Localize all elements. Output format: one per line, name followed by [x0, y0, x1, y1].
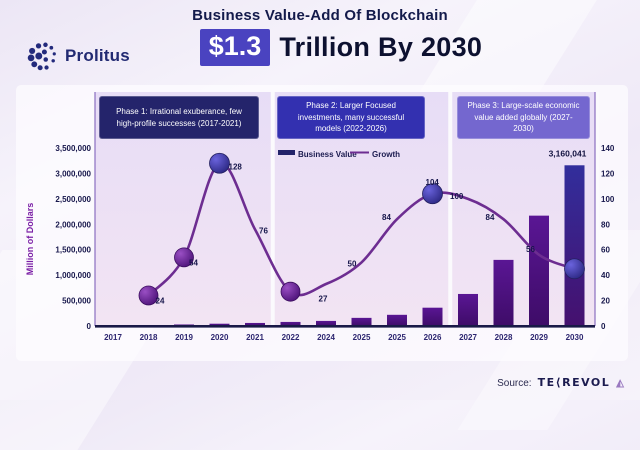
bar-2025 [351, 317, 372, 326]
left-tick: 1,500,000 [55, 246, 91, 255]
growth-point-labels: 24 54 128 76 27 50 84 104 100 84 56 [156, 162, 536, 305]
growth-label-2029: 56 [526, 245, 535, 254]
growth-label-2022: 27 [319, 295, 328, 304]
source-prefix: Source: [497, 378, 532, 389]
legend-label-business-value: Business Value [298, 150, 357, 159]
bar-2021 [245, 322, 265, 326]
left-axis-ticks: 0 500,000 1,000,000 1,500,000 2,000,000 2,500… [55, 144, 91, 331]
source-name: TE⟨REVOL [537, 376, 611, 389]
right-tick: 120 [601, 169, 615, 178]
x-tick-2025b: 2025 [388, 333, 406, 342]
y-axis-title: Million of Dollars [25, 202, 35, 276]
bar-2028 [493, 259, 514, 326]
x-tick-2022: 2022 [282, 333, 300, 342]
growth-label-2025: 84 [382, 213, 391, 222]
x-tick-2030: 2030 [566, 333, 584, 342]
right-tick: 20 [601, 297, 610, 306]
bar-2025b [387, 314, 407, 326]
growth-marker-2018 [138, 285, 159, 306]
bar-2026 [422, 307, 443, 326]
right-tick: 60 [601, 246, 610, 255]
left-tick: 1,000,000 [55, 271, 91, 280]
bar-2022 [280, 321, 301, 326]
left-tick: 3,000,000 [55, 169, 91, 178]
right-tick: 40 [601, 271, 610, 280]
growth-label-2020: 128 [229, 162, 243, 171]
phase-1-annotation: Phase 1: Irrational exuberance, few high… [99, 96, 259, 139]
growth-label-2027: 100 [450, 192, 464, 201]
growth-marker-2026 [422, 183, 443, 205]
tekrevol-triangle-icon: ◭ [616, 378, 624, 389]
right-tick: 140 [601, 144, 615, 153]
brand-logo: Prolitus [26, 40, 130, 72]
left-tick: 0 [87, 322, 92, 331]
x-tick-2017: 2017 [104, 333, 122, 342]
left-tick: 500,000 [62, 297, 91, 306]
bar-2029 [529, 215, 549, 326]
source-attribution: Source: TE⟨REVOL ◭ [497, 376, 624, 389]
growth-marker-2030 [564, 258, 585, 280]
left-tick: 3,500,000 [55, 144, 91, 153]
bar-2024 [316, 320, 336, 326]
brand-name: Prolitus [65, 46, 130, 65]
left-tick: 2,500,000 [55, 195, 91, 204]
right-axis-ticks: 0 20 40 60 80 100 120 140 [601, 144, 615, 331]
legend-label-growth: Growth [372, 150, 400, 159]
growth-label-2028: 84 [486, 213, 495, 222]
growth-label-2019: 54 [189, 258, 198, 267]
x-axis-baseline [95, 325, 595, 328]
bar-value-label: 3,160,041 [549, 148, 587, 158]
x-tick-2025: 2025 [353, 333, 371, 342]
right-tick: 0 [601, 322, 606, 331]
x-tick-2019: 2019 [175, 333, 193, 342]
x-tick-2021: 2021 [246, 333, 264, 342]
growth-markers [138, 152, 585, 306]
x-tick-2018: 2018 [140, 333, 158, 342]
growth-marker-2020 [209, 152, 230, 174]
right-tick: 100 [601, 195, 615, 204]
left-tick: 2,000,000 [55, 220, 91, 229]
bar-2027 [458, 293, 478, 326]
x-tick-2020: 2020 [211, 333, 229, 342]
growth-label-2025: 50 [348, 259, 357, 268]
headline-highlight: $1.3 [199, 29, 271, 66]
headline-rest: Trillion By 2030 [279, 32, 483, 62]
page-title: Business Value-Add Of Blockchain [192, 7, 448, 24]
x-tick-2027: 2027 [459, 333, 477, 342]
x-tick-2024: 2024 [317, 333, 335, 342]
phase-2-annotation: Phase 2: Larger Focused investments, man… [277, 96, 425, 139]
x-tick-2028: 2028 [495, 333, 513, 342]
right-tick: 80 [601, 220, 610, 229]
bar-2030 [564, 165, 585, 326]
growth-marker-2022 [280, 281, 301, 302]
prolitus-dot-sphere-icon [27, 42, 56, 71]
growth-label-2018: 24 [156, 296, 165, 305]
legend-bar-swatch [278, 150, 295, 155]
bar-2020 [209, 323, 230, 326]
x-tick-2026: 2026 [424, 333, 442, 342]
x-tick-2029: 2029 [530, 333, 548, 342]
headline: $1.3 Trillion By 2030 [0, 29, 640, 66]
business-value-bars [103, 165, 585, 326]
chart-legend: Business Value Growth [278, 150, 400, 159]
growth-label-2021: 76 [259, 226, 268, 235]
growth-label-2026: 104 [426, 178, 440, 187]
phase-3-annotation: Phase 3: Large-scale economic value adde… [457, 96, 590, 139]
x-axis-labels: 2017 2018 2019 2020 2021 2022 2024 2025 2025 2026… [104, 333, 584, 342]
growth-marker-2019 [174, 247, 194, 268]
